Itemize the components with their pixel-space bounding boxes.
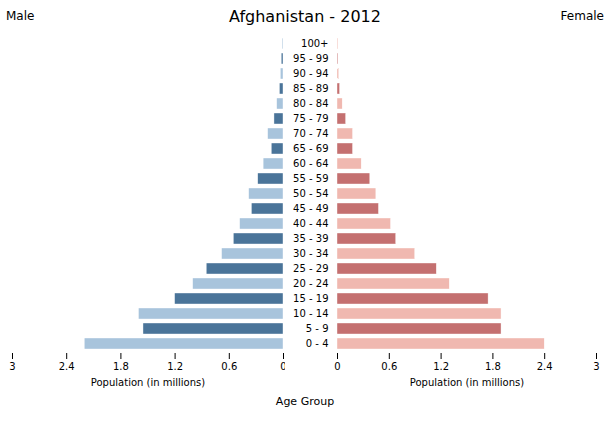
svg-text:1.2: 1.2 bbox=[167, 361, 183, 372]
svg-text:30 - 34: 30 - 34 bbox=[293, 248, 328, 259]
svg-text:0: 0 bbox=[334, 361, 340, 372]
svg-text:Population (in millions): Population (in millions) bbox=[410, 377, 524, 388]
svg-text:3: 3 bbox=[593, 361, 599, 372]
svg-text:0.6: 0.6 bbox=[381, 361, 397, 372]
svg-text:Population (in millions): Population (in millions) bbox=[91, 377, 205, 388]
html-text:Afghanistan - 2012: Afghanistan - 2012 bbox=[229, 6, 381, 26]
svg-text:85 - 89: 85 - 89 bbox=[293, 83, 328, 94]
svg-text:25 - 29: 25 - 29 bbox=[293, 263, 328, 274]
svg-text:20 - 24: 20 - 24 bbox=[293, 278, 328, 289]
svg-text:55 - 59: 55 - 59 bbox=[293, 173, 328, 184]
svg-text:35 - 39: 35 - 39 bbox=[293, 233, 328, 244]
svg-text:75 - 79: 75 - 79 bbox=[293, 113, 328, 124]
svg-text:2.4: 2.4 bbox=[59, 361, 75, 372]
svg-text:50 - 54: 50 - 54 bbox=[293, 188, 328, 199]
svg-text:0.6: 0.6 bbox=[221, 361, 237, 372]
svg-text:95 - 99: 95 - 99 bbox=[293, 53, 328, 64]
svg-text:2.4: 2.4 bbox=[537, 361, 553, 372]
svg-text:90 - 94: 90 - 94 bbox=[293, 68, 328, 79]
svg-text:1.2: 1.2 bbox=[433, 361, 449, 372]
svg-text:60 - 64: 60 - 64 bbox=[293, 158, 328, 169]
svg-text:15 - 19: 15 - 19 bbox=[293, 293, 328, 304]
svg-text:3: 3 bbox=[9, 361, 15, 372]
svg-text:100+: 100+ bbox=[301, 38, 328, 49]
html-text:Age Group: Age Group bbox=[275, 395, 335, 408]
html-text:Female: Female bbox=[560, 9, 604, 23]
svg-text:70 - 74: 70 - 74 bbox=[293, 128, 328, 139]
svg-text:45 - 49: 45 - 49 bbox=[293, 203, 328, 214]
svg-text:40 - 44: 40 - 44 bbox=[293, 218, 328, 229]
html-text:Male: Male bbox=[6, 9, 35, 23]
svg-text:0: 0 bbox=[280, 361, 285, 372]
svg-text:5 - 9: 5 - 9 bbox=[306, 323, 329, 334]
svg-text:1.8: 1.8 bbox=[113, 361, 129, 372]
svg-text:1.8: 1.8 bbox=[485, 361, 501, 372]
svg-text:10 - 14: 10 - 14 bbox=[293, 308, 328, 319]
svg-text:80 - 84: 80 - 84 bbox=[293, 98, 328, 109]
svg-text:0 - 4: 0 - 4 bbox=[306, 338, 329, 349]
svg-text:65 - 69: 65 - 69 bbox=[293, 143, 328, 154]
